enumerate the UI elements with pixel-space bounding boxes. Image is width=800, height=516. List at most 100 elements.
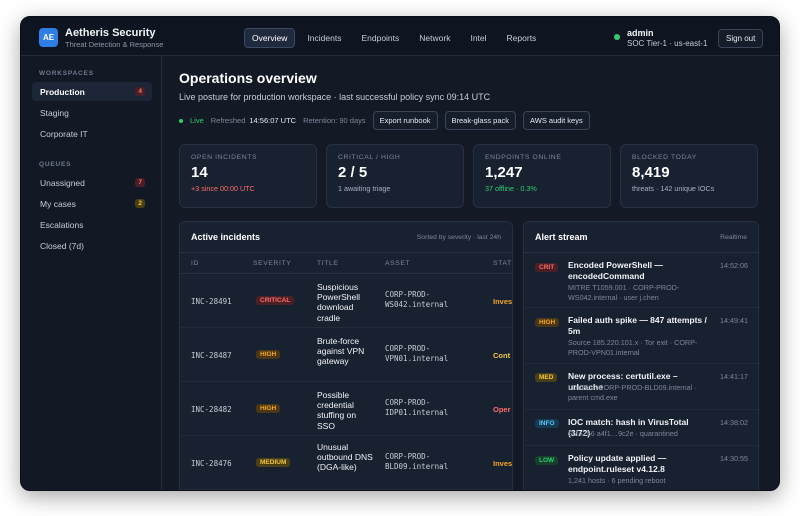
tab-overview[interactable]: Overview <box>244 28 296 48</box>
sidebar-item-my-cases[interactable]: My cases 2 <box>32 194 152 213</box>
column-header-severity[interactable]: SEVERITY <box>253 260 292 267</box>
app-logo: AE <box>39 28 58 47</box>
sidebar: WORKSPACES Production 4 Staging Corporat… <box>21 56 162 490</box>
alert-item[interactable]: INFO IOC match: hash in VirusTotal (3/72… <box>524 410 758 446</box>
tab-incidents[interactable]: Incidents <box>307 33 342 43</box>
alert-title: Encoded PowerShell — encodedCommand <box>568 260 663 281</box>
kpi-card-critical-high[interactable]: CRITICAL / HIGH 2 / 5 1 awaiting triage <box>326 144 464 208</box>
kpi-value: 2 / 5 <box>338 164 368 181</box>
severity-badge: HIGH <box>256 404 281 413</box>
realtime-label: Realtime <box>720 234 747 241</box>
incident-status: Inves <box>493 297 513 306</box>
table-row[interactable]: INC-28487 HIGH Brute-force against VPN g… <box>180 328 512 382</box>
table-row[interactable]: INC-28491 CRITICAL Suspicious PowerShell… <box>180 274 512 328</box>
incident-asset: CORP-PROD-BLD09.internal <box>385 452 449 472</box>
kpi-value: 1,247 <box>485 164 523 181</box>
app-tagline: Threat Detection & Response <box>65 40 164 49</box>
count-badge: 2 <box>135 199 145 208</box>
column-header-asset[interactable]: ASSET <box>385 260 411 267</box>
alert-severity-badge: INFO <box>535 419 559 428</box>
sidebar-item-label: My cases <box>40 198 76 209</box>
alert-description: LOLBin · CORP-PROD-BLD09.internal · pare… <box>568 383 697 402</box>
incident-title: Brute-force against VPN gateway <box>317 336 365 367</box>
kpi-value: 14 <box>191 164 208 181</box>
incidents-panel: Active incidents Sorted by severity · la… <box>179 221 513 490</box>
severity-badge: MEDIUM <box>256 458 291 467</box>
main-nav: Overview Incidents Endpoints Network Int… <box>244 28 544 48</box>
count-badge: 7 <box>135 178 145 187</box>
incident-status: Inves <box>493 459 513 468</box>
incident-id: INC-28482 <box>191 405 232 414</box>
kpi-label: OPEN INCIDENTS <box>191 154 258 161</box>
kpi-sub: threats · 142 unique IOCs <box>632 184 715 193</box>
incident-status: Cont <box>493 351 511 360</box>
kpi-sub: 1 awaiting triage <box>338 184 391 193</box>
alert-title: Policy update applied — endpoint.ruleset… <box>568 453 667 474</box>
incident-asset: CORP-PROD-WS042.internal <box>385 290 449 310</box>
sidebar-item-escalations[interactable]: Escalations <box>32 215 152 234</box>
alert-severity-badge: CRIT <box>535 263 559 272</box>
user-role: SOC Tier-1 · us-east-1 <box>627 39 708 48</box>
sidebar-item-production[interactable]: Production 4 <box>32 82 152 101</box>
page-subtitle: Live posture for production workspace · … <box>179 92 491 102</box>
kpi-label: ENDPOINTS ONLINE <box>485 154 562 161</box>
kpi-value: 8,419 <box>632 164 670 181</box>
status-row: Live Refreshed 14:56:07 UTC Retention: 9… <box>179 111 590 130</box>
sidebar-item-label: Production <box>40 86 85 97</box>
live-label: Live <box>190 116 204 125</box>
kpi-card-endpoints-online[interactable]: ENDPOINTS ONLINE 1,247 37 offline · 0.3% <box>473 144 611 208</box>
sidebar-item-label: Closed (7d) <box>40 240 84 251</box>
incident-id: INC-28491 <box>191 297 232 306</box>
tab-intel[interactable]: Intel <box>470 33 487 43</box>
sign-out-button[interactable]: Sign out <box>718 29 764 48</box>
alert-item[interactable]: LOW Policy update applied — endpoint.rul… <box>524 446 758 490</box>
top-bar: AE Aetheris Security Threat Detection & … <box>21 17 779 56</box>
kpi-card-blocked-today[interactable]: BLOCKED TODAY 8,419 threats · 142 unique… <box>620 144 758 208</box>
tab-reports[interactable]: Reports <box>506 33 537 43</box>
alert-description: MITRE T1059.001 · CORP-PROD-WS042.intern… <box>568 283 680 302</box>
retention-label: Retention: 90 days <box>303 116 366 125</box>
alert-item[interactable]: HIGH Failed auth spike — 847 attempts / … <box>524 308 758 364</box>
kpi-card-open-incidents[interactable]: OPEN INCIDENTS 14 +3 since 00:00 UTC <box>179 144 317 208</box>
incident-title: Suspicious PowerShell download cradle <box>317 282 360 323</box>
alert-severity-badge: HIGH <box>535 318 560 327</box>
tab-endpoints[interactable]: Endpoints <box>361 33 400 43</box>
alert-severity-badge: LOW <box>535 456 559 465</box>
export-runbook-button[interactable]: Export runbook <box>372 111 438 130</box>
incidents-title: Active incidents <box>191 232 261 242</box>
alert-time: 14:38:02 <box>720 418 748 427</box>
alert-title: New process: certutil.exe –urlcache <box>568 371 678 392</box>
main-content: Operations overview Live posture for pro… <box>163 56 779 490</box>
alert-item[interactable]: CRIT Encoded PowerShell — encodedCommand… <box>524 252 758 308</box>
alert-title: Failed auth spike — 847 attempts / 5m <box>568 315 707 336</box>
sidebar-item-unassigned[interactable]: Unassigned 7 <box>32 173 152 192</box>
sidebar-item-label: Unassigned <box>40 177 85 188</box>
live-icon <box>179 118 183 123</box>
sidebar-item-staging[interactable]: Staging <box>32 103 152 122</box>
queues-heading: QUEUES <box>39 161 72 168</box>
alert-title: IOC match: hash in VirusTotal (3/72) <box>568 417 689 438</box>
column-header-title[interactable]: TITLE <box>317 260 339 267</box>
alert-time: 14:49:41 <box>720 316 748 325</box>
count-badge: 4 <box>135 87 145 96</box>
sidebar-item-closed[interactable]: Closed (7d) <box>32 236 152 255</box>
alert-stream-panel: Alert stream Realtime CRIT Encoded Power… <box>523 221 759 490</box>
table-row[interactable]: INC-28482 HIGH Possible credential stuff… <box>180 382 512 436</box>
sidebar-item-corporate-it[interactable]: Corporate IT <box>32 124 152 143</box>
incident-title: Possible credential stuffing on SSO <box>317 390 357 431</box>
incident-id: INC-28476 <box>191 459 232 468</box>
column-header-id[interactable]: ID <box>191 260 199 267</box>
sidebar-item-label: Corporate IT <box>40 128 88 139</box>
refreshed-time: 14:56:07 UTC <box>249 116 297 125</box>
page-title: Operations overview <box>179 70 317 86</box>
user-name: admin <box>627 28 654 38</box>
tab-network[interactable]: Network <box>419 33 451 43</box>
workspaces-heading: WORKSPACES <box>39 70 94 77</box>
break-glass-pack-button[interactable]: Break-glass pack <box>444 111 517 130</box>
column-header-status[interactable]: STAT <box>493 260 512 267</box>
alert-item[interactable]: MED New process: certutil.exe –urlcache … <box>524 364 758 410</box>
refreshed-label: Refreshed <box>210 116 246 125</box>
alert-time: 14:41:17 <box>720 372 748 381</box>
aws-audit-keys-button[interactable]: AWS audit keys <box>523 111 590 130</box>
table-row[interactable]: INC-28476 MEDIUM Unusual outbound DNS (D… <box>180 436 512 490</box>
